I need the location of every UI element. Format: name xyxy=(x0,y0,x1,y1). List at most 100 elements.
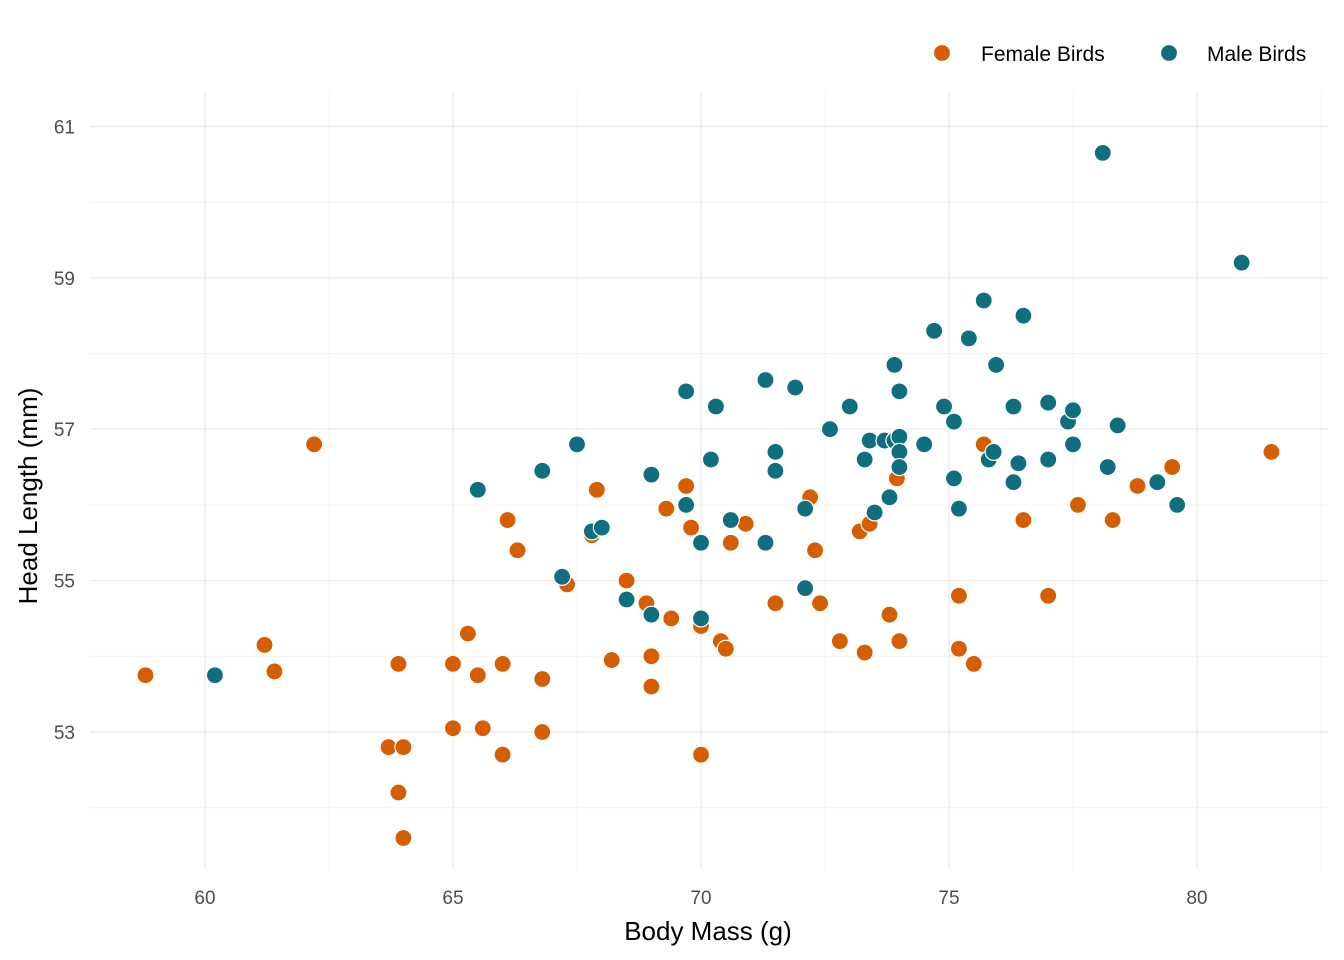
female-bird-point xyxy=(587,480,606,499)
y-axis-title: Head Length (mm) xyxy=(13,388,43,605)
female-bird-point xyxy=(964,654,983,673)
x-tick-label: 65 xyxy=(442,888,463,909)
y-tick-label: 53 xyxy=(54,723,75,744)
legend-item-female: Female Birds xyxy=(932,43,1105,66)
male-bird-point xyxy=(890,382,909,401)
male-bird-point xyxy=(1168,495,1187,514)
x-tick-label: 75 xyxy=(938,888,959,909)
male-bird-point xyxy=(1039,393,1058,412)
male-bird-point xyxy=(642,605,661,624)
male-bird-point xyxy=(677,495,696,514)
female-bird-point xyxy=(473,719,492,738)
male-bird-point xyxy=(915,435,934,454)
female-bird-point xyxy=(1103,510,1122,530)
male-bird-point xyxy=(865,503,884,522)
male-bird-point xyxy=(706,397,725,416)
male-bird-point xyxy=(890,427,909,446)
female-bird-point xyxy=(1163,457,1182,477)
male-bird-point xyxy=(553,567,572,586)
female-bird-point xyxy=(949,586,969,605)
female-bird-point xyxy=(721,533,740,552)
male-bird-point xyxy=(944,469,964,488)
female-bird-point xyxy=(1068,495,1088,514)
male-bird-point xyxy=(959,329,978,348)
male-bird-point xyxy=(1004,397,1023,416)
legend-female-label: Female Birds xyxy=(981,43,1105,66)
y-tick-label: 59 xyxy=(54,269,75,290)
female-bird-point xyxy=(736,514,755,533)
female-bird-point xyxy=(394,738,413,757)
male-bird-point xyxy=(974,291,993,310)
male-bird-point xyxy=(1232,253,1251,272)
male-bird-point xyxy=(756,533,775,552)
male-bird-point xyxy=(984,442,1003,462)
female-bird-point xyxy=(468,666,487,685)
female-bird-point xyxy=(136,666,155,685)
male-bird-point xyxy=(1009,454,1028,473)
y-tick-label: 57 xyxy=(54,420,75,441)
male-bird-point xyxy=(890,457,909,477)
female-bird-point xyxy=(805,541,825,560)
legend-male-swatch xyxy=(1159,43,1179,63)
male-bird-point xyxy=(796,499,815,518)
female-bird-point xyxy=(642,647,661,666)
female-bird-point xyxy=(830,632,849,651)
male-bird-point xyxy=(691,609,711,628)
male-bird-point xyxy=(1093,143,1112,162)
male-bird-point xyxy=(1004,473,1023,492)
y-tick-label: 61 xyxy=(54,117,75,138)
female-bird-point xyxy=(677,476,696,496)
female-bird-point xyxy=(493,745,512,764)
male-bird-point xyxy=(1063,401,1083,420)
male-bird-point xyxy=(885,355,904,374)
male-bird-point xyxy=(677,382,696,401)
minor-gridlines xyxy=(90,92,1328,870)
female-bird-point xyxy=(602,650,621,670)
female-bird-point xyxy=(766,594,785,613)
female-bird-point xyxy=(1039,586,1058,605)
female-bird-point xyxy=(443,654,463,673)
male-bird-point xyxy=(925,321,944,340)
y-tick-labels: 53 55 57 59 61 xyxy=(54,117,75,744)
female-bird-point xyxy=(691,745,711,764)
legend: Female Birds Male Birds xyxy=(932,43,1306,66)
female-bird-point xyxy=(533,722,552,742)
female-bird-point xyxy=(681,518,701,537)
male-bird-point xyxy=(1098,457,1117,477)
female-bird-point xyxy=(716,639,735,658)
male-bird-point xyxy=(766,442,785,462)
female-bird-point xyxy=(389,783,408,802)
male-bird-point xyxy=(1063,435,1083,454)
male-bird-point xyxy=(855,450,874,469)
female-bird-point xyxy=(498,510,517,530)
male-bird-point xyxy=(949,499,969,518)
male-bird-point xyxy=(1148,473,1167,492)
x-tick-label: 80 xyxy=(1186,888,1207,909)
male-bird-point xyxy=(756,370,775,390)
male-bird-point xyxy=(840,397,859,416)
female-bird-point xyxy=(890,632,909,651)
female-bird-point xyxy=(1128,476,1147,496)
legend-female-swatch xyxy=(932,43,952,63)
male-bird-point xyxy=(533,461,552,480)
female-bird-point xyxy=(493,654,512,673)
male-bird-point xyxy=(468,480,487,499)
female-bird-point xyxy=(1262,442,1281,462)
data-points xyxy=(136,143,1281,848)
female-bird-point xyxy=(533,669,552,689)
female-bird-point xyxy=(617,571,636,590)
male-bird-point xyxy=(721,510,740,530)
male-bird-point xyxy=(205,666,225,685)
male-bird-point xyxy=(934,397,954,416)
female-bird-point xyxy=(305,435,324,454)
legend-item-male: Male Birds xyxy=(1159,43,1306,66)
x-tick-label: 60 xyxy=(194,888,215,909)
female-bird-point xyxy=(949,639,969,658)
male-bird-point xyxy=(701,450,721,469)
female-bird-point xyxy=(880,605,899,624)
female-bird-point xyxy=(394,828,413,848)
male-bird-point xyxy=(567,435,587,454)
female-bird-point xyxy=(657,499,676,518)
male-bird-point xyxy=(691,533,711,552)
female-bird-point xyxy=(389,654,408,673)
